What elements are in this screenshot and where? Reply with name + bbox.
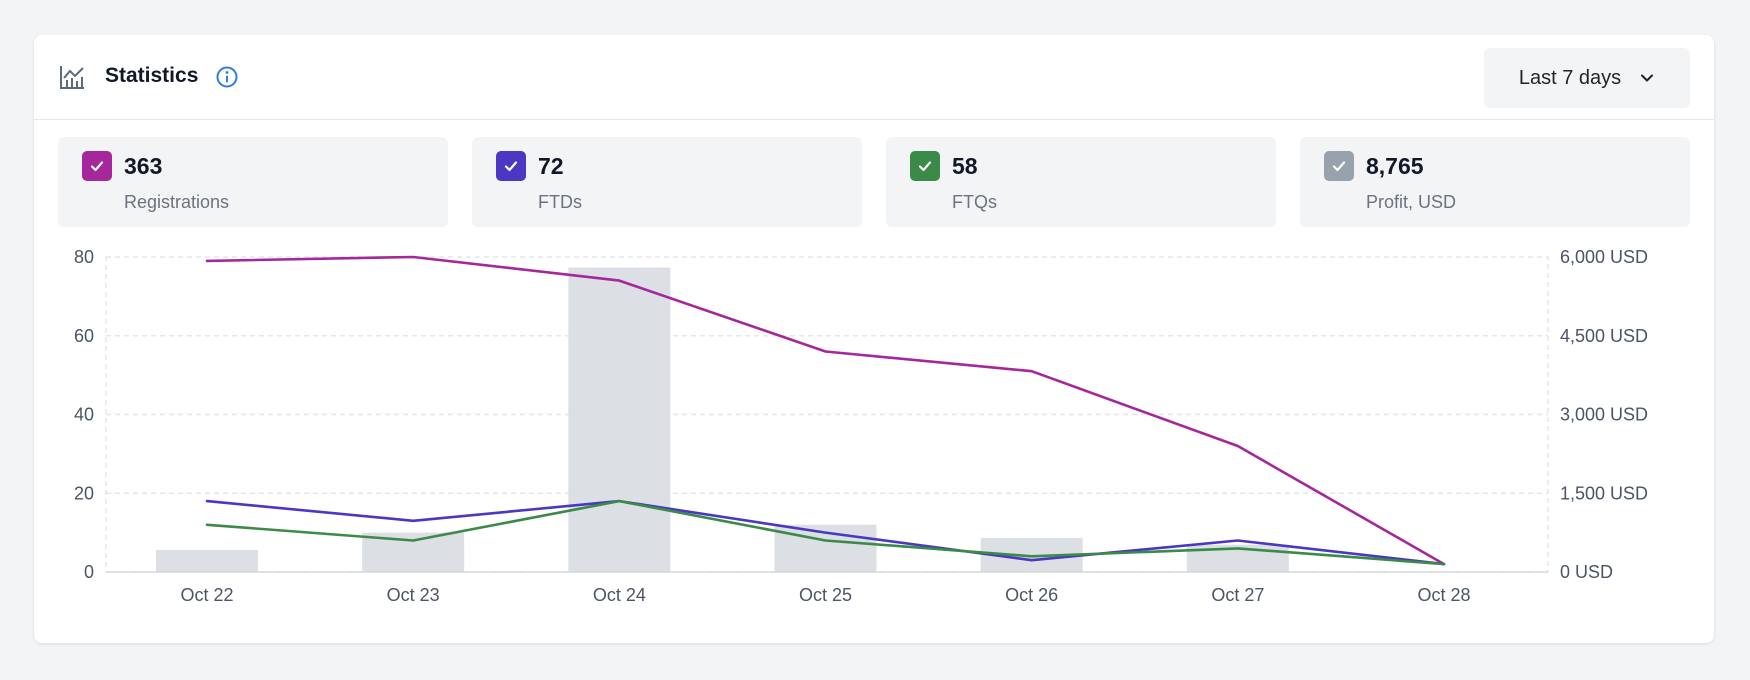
x-tick-label: Oct 28 [1417,585,1470,605]
y-right-tick-label: 1,500 USD [1560,483,1648,503]
y-right-tick-label: 6,000 USD [1560,247,1648,267]
statistics-chart: 0 20 40 60 80 0 USD 1,500 USD 3,000 USD 4,500 US… [34,35,1714,643]
y-left-tick-label: 20 [74,483,94,503]
y-right-tick-label: 3,000 USD [1560,405,1648,425]
y-left-tick-label: 80 [74,247,94,267]
statistics-card: Statistics Last 7 days 363 Registrations… [34,35,1714,643]
x-tick-label: Oct 23 [387,585,440,605]
profit-bar [568,268,670,573]
y-left-tick-label: 40 [74,405,94,425]
y-left-tick-label: 0 [84,562,94,582]
x-tick-label: Oct 24 [593,585,646,605]
profit-bar [156,550,258,572]
x-tick-label: Oct 22 [180,585,233,605]
x-tick-label: Oct 26 [1005,585,1058,605]
y-right-tick-label: 0 USD [1560,562,1613,582]
x-tick-label: Oct 27 [1211,585,1264,605]
y-left-tick-label: 60 [74,326,94,346]
x-tick-label: Oct 25 [799,585,852,605]
y-right-tick-label: 4,500 USD [1560,326,1648,346]
